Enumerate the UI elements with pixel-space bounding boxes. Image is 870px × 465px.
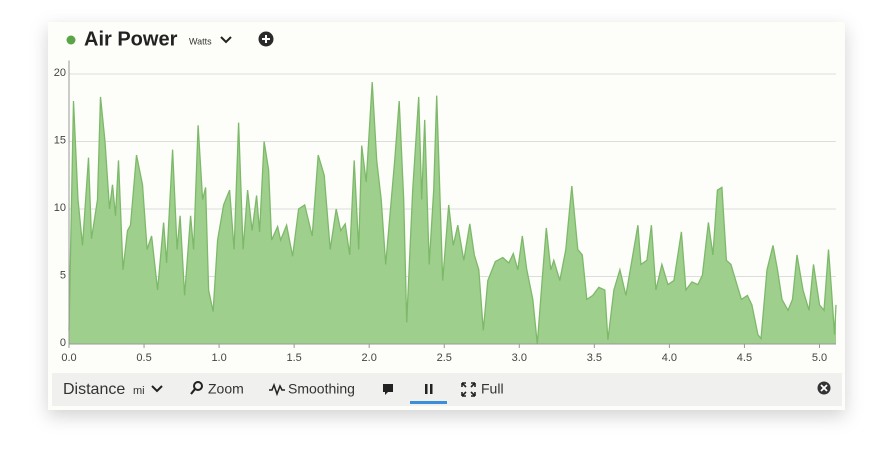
x-tick-label: 4.5	[737, 352, 752, 364]
full-button[interactable]: Full	[481, 381, 504, 397]
x-tick-label: 0.5	[136, 352, 151, 364]
x-tick-label: 2.5	[437, 352, 452, 364]
y-tick-label: 15	[54, 134, 66, 146]
pause-icon	[430, 384, 433, 394]
plot: 0 5 10 15 20 0.0 0.5 1.0 1.5 2.0 2.5 3.0 3.5 4.0 4.5 5.…	[54, 60, 837, 364]
x-tick-label: 1.5	[286, 352, 301, 364]
y-tick-label: 10	[54, 202, 66, 214]
y-tick-label: 20	[54, 67, 66, 79]
chevron[interactable]	[151, 385, 163, 393]
area	[69, 82, 836, 344]
close-icon	[820, 384, 828, 392]
pause-icon[interactable]	[425, 384, 428, 394]
header: Air Power Watts	[66, 28, 274, 50]
annotation-button[interactable]	[383, 384, 393, 395]
add-icon	[262, 35, 270, 43]
x-tick-label: 0.0	[61, 352, 76, 364]
full-icon	[461, 382, 476, 397]
y-tick-label: 0	[60, 337, 66, 349]
active-indicator	[410, 401, 447, 404]
x-tick-label: 5.0	[812, 352, 827, 364]
zoom-button[interactable]: Zoom	[208, 381, 244, 397]
zoom-icon	[193, 381, 203, 391]
smoothing-icon	[269, 382, 285, 397]
smoothing-button[interactable]: Smoothing	[288, 381, 355, 397]
card	[48, 22, 845, 410]
y-tick-label: 5	[60, 269, 66, 281]
toolbar-bg	[52, 373, 842, 406]
toolbar: Distance mi Zoom Smoothing Full	[52, 373, 842, 406]
area-line	[68, 82, 837, 345]
x-axis-select[interactable]: Distance	[63, 381, 125, 398]
x-tick-label: 3.5	[587, 352, 602, 364]
zoom-icon-handle	[190, 388, 196, 395]
unit[interactable]: Watts	[189, 36, 212, 46]
chevron[interactable]	[220, 36, 232, 44]
x-tick-label: 2.0	[362, 352, 377, 364]
x-tick-label: 3.0	[512, 352, 527, 364]
series-dot	[66, 35, 76, 45]
x-tick-label: 1.0	[211, 352, 226, 364]
x-unit[interactable]: mi	[133, 385, 145, 397]
x-tick-label: 4.0	[662, 352, 677, 364]
title: Air Power	[84, 28, 178, 50]
